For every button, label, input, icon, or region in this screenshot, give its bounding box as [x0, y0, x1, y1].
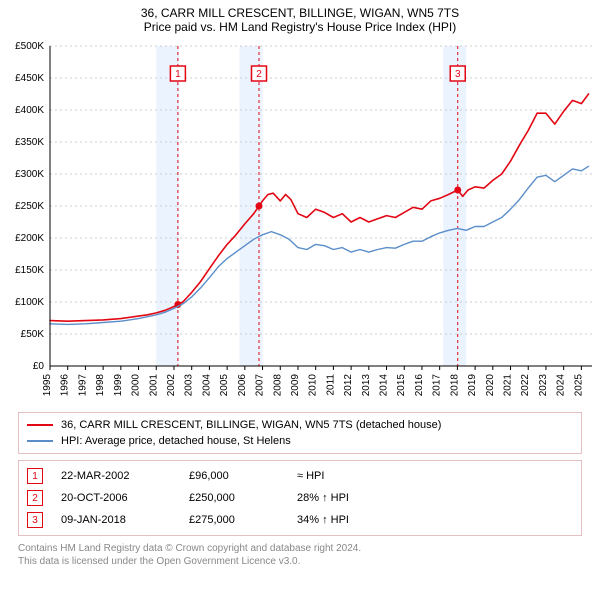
sale-price: £275,000: [189, 514, 279, 526]
svg-text:£300K: £300K: [15, 169, 44, 180]
svg-text:2025: 2025: [573, 374, 584, 397]
svg-text:£50K: £50K: [21, 329, 45, 340]
sale-date: 09-JAN-2018: [61, 514, 171, 526]
svg-text:1999: 1999: [113, 374, 124, 397]
svg-text:2012: 2012: [343, 374, 354, 397]
svg-text:£250K: £250K: [15, 201, 44, 212]
svg-text:£150K: £150K: [15, 265, 44, 276]
sale-date: 20-OCT-2006: [61, 492, 171, 504]
footnote: Contains HM Land Registry data © Crown c…: [18, 542, 582, 568]
svg-text:2011: 2011: [325, 374, 336, 396]
legend-item: HPI: Average price, detached house, St H…: [27, 433, 573, 449]
svg-text:1997: 1997: [77, 374, 88, 397]
svg-text:2015: 2015: [396, 374, 407, 397]
svg-text:1998: 1998: [95, 374, 106, 397]
sale-note: 34% ↑ HPI: [297, 514, 387, 526]
legend: 36, CARR MILL CRESCENT, BILLINGE, WIGAN,…: [18, 412, 582, 454]
svg-text:2021: 2021: [503, 374, 514, 397]
svg-text:2008: 2008: [272, 374, 283, 397]
svg-text:2009: 2009: [290, 374, 301, 397]
svg-text:2018: 2018: [449, 374, 460, 397]
legend-swatch-hpi: [27, 440, 53, 442]
sales-row: 3 09-JAN-2018 £275,000 34% ↑ HPI: [27, 509, 573, 531]
svg-text:2003: 2003: [184, 374, 195, 397]
svg-text:2002: 2002: [166, 374, 177, 397]
svg-text:2006: 2006: [237, 374, 248, 397]
svg-text:2007: 2007: [255, 374, 266, 397]
svg-text:2016: 2016: [414, 374, 425, 397]
svg-text:1996: 1996: [60, 374, 71, 397]
svg-text:2001: 2001: [148, 374, 159, 397]
sale-marker-icon: 3: [27, 512, 43, 528]
svg-text:£100K: £100K: [15, 297, 44, 308]
svg-text:2000: 2000: [131, 374, 142, 397]
svg-text:2020: 2020: [485, 374, 496, 397]
legend-label: HPI: Average price, detached house, St H…: [61, 435, 291, 447]
svg-text:£450K: £450K: [15, 73, 44, 84]
sales-row: 1 22-MAR-2002 £96,000 ≈ HPI: [27, 465, 573, 487]
svg-text:2013: 2013: [361, 374, 372, 397]
svg-text:1: 1: [175, 69, 181, 80]
svg-text:2019: 2019: [467, 374, 478, 397]
sale-date: 22-MAR-2002: [61, 470, 171, 482]
svg-text:2022: 2022: [520, 374, 531, 397]
sale-note: ≈ HPI: [297, 470, 387, 482]
svg-text:1995: 1995: [42, 374, 53, 397]
price-chart: £0 £50K £100K £150K £200K £250K £300K £350K £400…: [0, 36, 600, 406]
sales-row: 2 20-OCT-2006 £250,000 28% ↑ HPI: [27, 487, 573, 509]
sales-table: 1 22-MAR-2002 £96,000 ≈ HPI 2 20-OCT-200…: [18, 460, 582, 536]
svg-text:3: 3: [455, 69, 461, 80]
legend-item: 36, CARR MILL CRESCENT, BILLINGE, WIGAN,…: [27, 417, 573, 433]
sale-marker-icon: 1: [27, 468, 43, 484]
svg-text:2014: 2014: [379, 374, 390, 397]
title-line-2: Price paid vs. HM Land Registry's House …: [4, 20, 596, 34]
sale-price: £250,000: [189, 492, 279, 504]
footnote-line: This data is licensed under the Open Gov…: [18, 555, 582, 568]
svg-text:£400K: £400K: [15, 105, 44, 116]
title-line-1: 36, CARR MILL CRESCENT, BILLINGE, WIGAN,…: [4, 6, 596, 20]
svg-text:2004: 2004: [201, 374, 212, 397]
legend-label: 36, CARR MILL CRESCENT, BILLINGE, WIGAN,…: [61, 419, 441, 431]
svg-text:2017: 2017: [432, 374, 443, 397]
sale-price: £96,000: [189, 470, 279, 482]
svg-text:£350K: £350K: [15, 137, 44, 148]
svg-text:£200K: £200K: [15, 233, 44, 244]
svg-text:2005: 2005: [219, 374, 230, 397]
svg-text:2024: 2024: [556, 374, 567, 397]
svg-text:£500K: £500K: [15, 41, 44, 52]
footnote-line: Contains HM Land Registry data © Crown c…: [18, 542, 582, 555]
svg-text:2: 2: [256, 69, 262, 80]
chart-title-block: 36, CARR MILL CRESCENT, BILLINGE, WIGAN,…: [0, 0, 600, 36]
svg-text:£0: £0: [33, 361, 45, 372]
sale-note: 28% ↑ HPI: [297, 492, 387, 504]
legend-swatch-property: [27, 424, 53, 426]
svg-text:2023: 2023: [538, 374, 549, 397]
sale-marker-icon: 2: [27, 490, 43, 506]
svg-text:2010: 2010: [308, 374, 319, 397]
